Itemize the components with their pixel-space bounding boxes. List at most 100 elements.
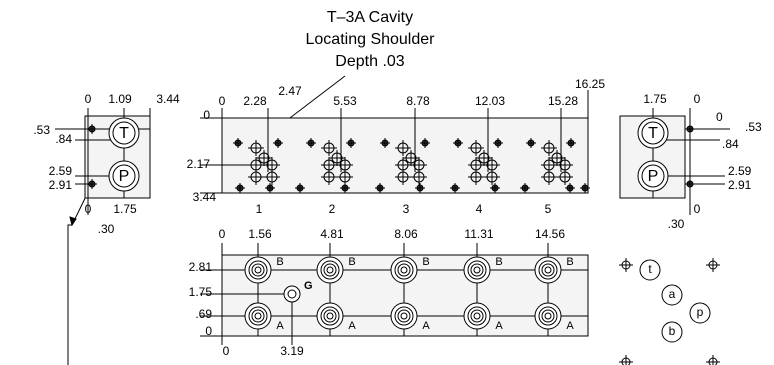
port <box>248 306 268 326</box>
block-outline <box>221 117 589 194</box>
legend-circle <box>639 259 661 281</box>
label: 2.91 <box>49 178 73 192</box>
label: B <box>348 256 355 268</box>
label: b <box>669 324 676 338</box>
label: 4 <box>476 202 483 216</box>
label: A <box>495 320 503 332</box>
label: 1.75 <box>189 285 213 299</box>
label: 0 <box>205 324 212 338</box>
label: A <box>276 320 284 332</box>
port <box>400 312 408 320</box>
port <box>326 266 334 274</box>
label: 0 <box>694 202 701 216</box>
label: .53 <box>33 123 50 137</box>
port <box>394 306 414 326</box>
label: 16.25 <box>575 77 605 91</box>
label: 0 <box>203 108 210 122</box>
port <box>251 309 265 323</box>
port <box>467 260 487 280</box>
port <box>538 306 558 326</box>
port <box>641 121 665 145</box>
port <box>400 266 408 274</box>
label: 1.56 <box>248 227 272 241</box>
label: B <box>276 256 283 268</box>
label: P <box>648 168 659 185</box>
label: 2.17 <box>187 157 211 171</box>
label: 1.09 <box>108 92 132 106</box>
port <box>473 266 481 274</box>
label: Depth .03 <box>335 53 404 70</box>
label: 1 <box>256 202 263 216</box>
legend-circle <box>661 321 683 343</box>
port <box>112 164 136 188</box>
label: 15.28 <box>548 94 578 108</box>
port <box>544 266 552 274</box>
label: .84 <box>55 132 72 146</box>
label: 2.59 <box>49 164 73 178</box>
port <box>112 121 136 145</box>
label: T <box>119 125 129 142</box>
label: 2.59 <box>728 164 752 178</box>
label: 0 <box>219 94 226 108</box>
port <box>394 260 414 280</box>
port <box>326 312 334 320</box>
port <box>470 309 484 323</box>
label: 0 <box>223 344 230 358</box>
port <box>541 309 555 323</box>
label: B <box>566 256 573 268</box>
label: 12.03 <box>475 94 505 108</box>
label: 0 <box>85 202 92 216</box>
label: .53 <box>745 120 762 134</box>
port <box>397 263 411 277</box>
port <box>283 285 301 303</box>
label: B <box>422 256 429 268</box>
label: 0 <box>694 92 701 106</box>
label: 0 <box>85 92 92 106</box>
port <box>320 306 340 326</box>
label: 1.75 <box>643 92 667 106</box>
label: 8.78 <box>406 94 430 108</box>
label: 11.31 <box>464 227 493 241</box>
port <box>254 312 262 320</box>
label: 1.75 <box>113 202 137 216</box>
port <box>251 263 265 277</box>
port <box>538 260 558 280</box>
label: B <box>495 256 502 268</box>
label: .69 <box>195 307 212 321</box>
label: 3.44 <box>156 92 180 106</box>
label: 2.91 <box>728 178 752 192</box>
port <box>467 306 487 326</box>
port <box>248 260 268 280</box>
label: 8.06 <box>394 227 418 241</box>
port <box>544 312 552 320</box>
label: 14.56 <box>535 227 565 241</box>
legend-circle <box>661 284 683 306</box>
label: G <box>304 280 313 292</box>
callout-leader <box>281 75 346 125</box>
port <box>323 309 337 323</box>
label: A <box>422 320 430 332</box>
label: 5.53 <box>333 94 357 108</box>
port <box>470 263 484 277</box>
label: .84 <box>722 137 739 151</box>
label: p <box>697 305 704 319</box>
label: 3.44 <box>193 190 217 204</box>
port <box>323 263 337 277</box>
port <box>287 289 297 299</box>
port <box>641 164 665 188</box>
label: 3 <box>403 202 410 216</box>
label: P <box>119 168 130 185</box>
port <box>397 309 411 323</box>
label: 5 <box>545 202 552 216</box>
label: A <box>566 320 574 332</box>
label: 4.81 <box>320 227 344 241</box>
label: T <box>648 125 658 142</box>
label: 0 <box>219 227 226 241</box>
port <box>541 263 555 277</box>
label: Locating Shoulder <box>306 31 436 48</box>
label: a <box>669 287 676 301</box>
label: t <box>648 262 652 276</box>
label: T–3A Cavity <box>327 9 413 26</box>
label: 0 <box>716 110 723 124</box>
